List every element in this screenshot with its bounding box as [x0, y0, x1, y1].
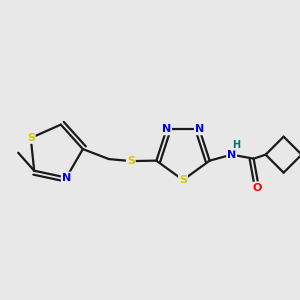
Text: N: N — [162, 124, 171, 134]
Text: S: S — [179, 175, 187, 185]
Text: S: S — [127, 156, 135, 166]
Text: O: O — [253, 183, 262, 193]
Text: N: N — [195, 124, 204, 134]
Text: N: N — [227, 150, 236, 160]
Text: H: H — [232, 140, 241, 150]
Text: S: S — [27, 133, 35, 143]
Text: N: N — [62, 172, 71, 183]
